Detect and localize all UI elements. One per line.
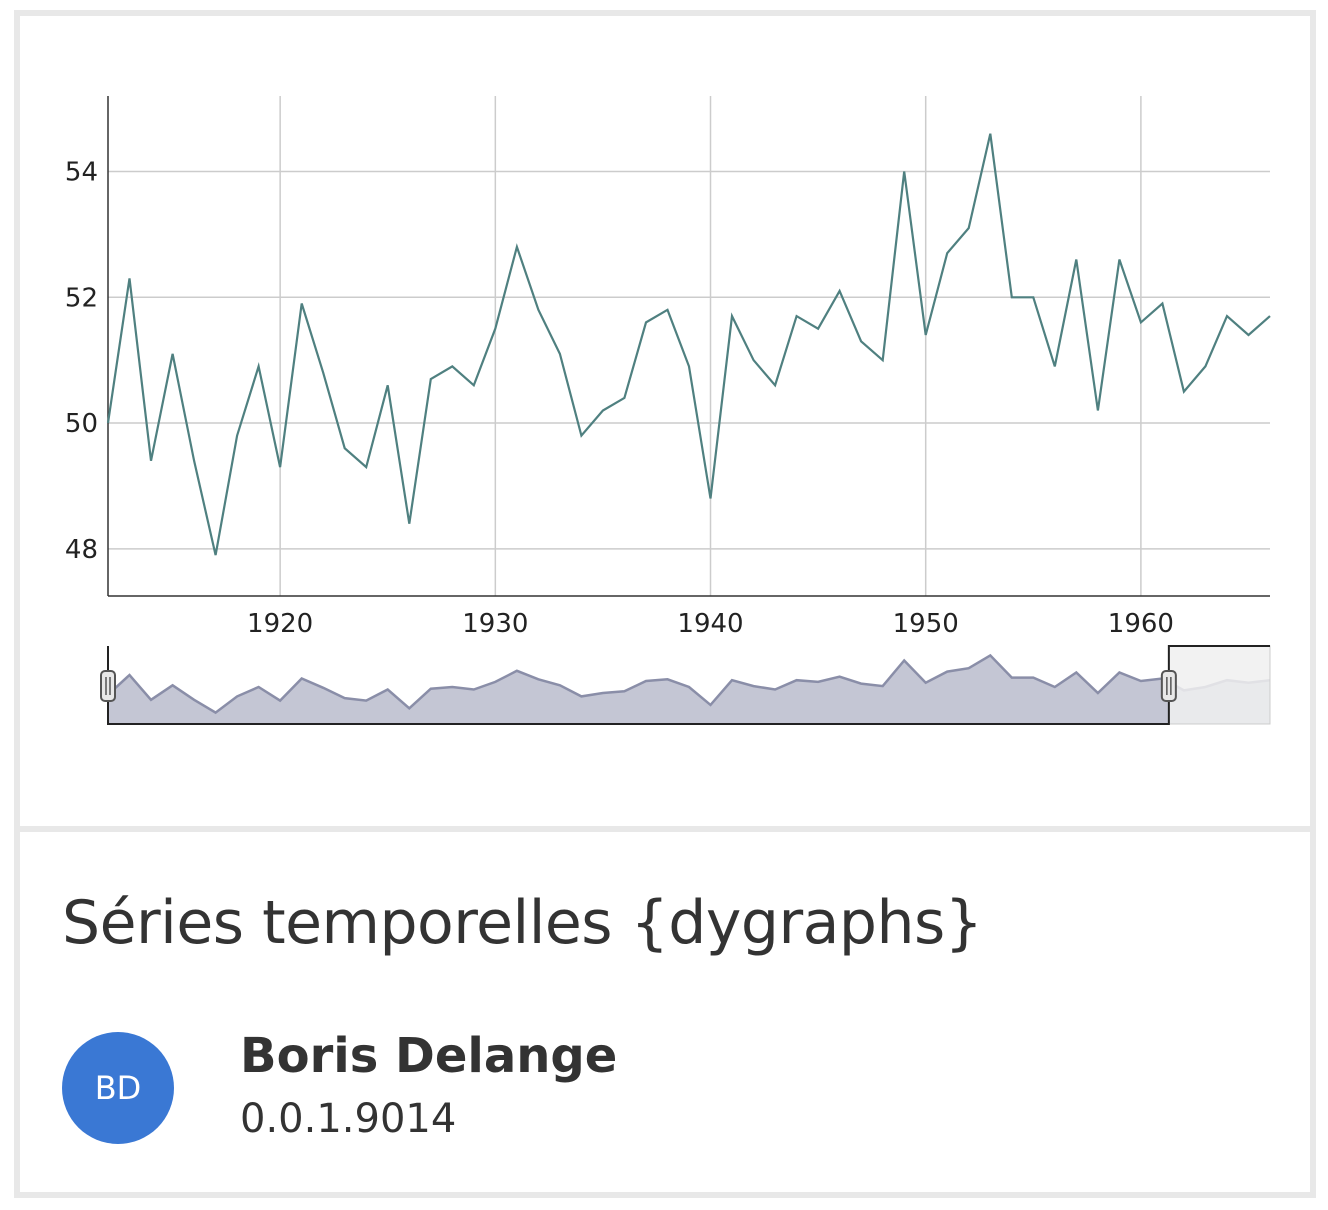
series-line	[106, 133, 1271, 556]
x-tick-label: 1930	[462, 609, 528, 639]
range-selector-unselected	[1168, 645, 1271, 725]
card[interactable]: 1920 1930 1940 1950 1960 48 50 52 54 Séries temp…	[14, 10, 1316, 1198]
range-handle-right[interactable]	[1160, 670, 1177, 702]
x-tick-label: 1950	[893, 609, 959, 639]
x-tick-label: 1940	[677, 609, 743, 639]
range-selector-area	[108, 655, 1270, 724]
author-name: Boris Delange	[240, 1028, 618, 1084]
y-tick-label: 48	[65, 535, 98, 565]
y-tick-label: 50	[65, 409, 98, 439]
range-selector-line	[107, 653, 1271, 715]
y-tick-label: 52	[65, 283, 98, 313]
version-label: 0.0.1.9014	[240, 1096, 457, 1142]
avatar: BD	[62, 1032, 174, 1144]
chart-area: 1920 1930 1940 1950 1960 48 50 52 54	[20, 16, 1310, 826]
card-title[interactable]: Séries temporelles {dygraphs}	[62, 888, 983, 958]
dygraph-chart[interactable]: 1920 1930 1940 1950 1960 48 50 52 54	[20, 16, 1310, 826]
y-tick-label: 54	[65, 157, 98, 187]
range-handle-left[interactable]	[100, 670, 116, 702]
x-tick-label: 1960	[1108, 609, 1174, 639]
x-tick-label: 1920	[247, 609, 313, 639]
card-divider	[20, 826, 1310, 832]
